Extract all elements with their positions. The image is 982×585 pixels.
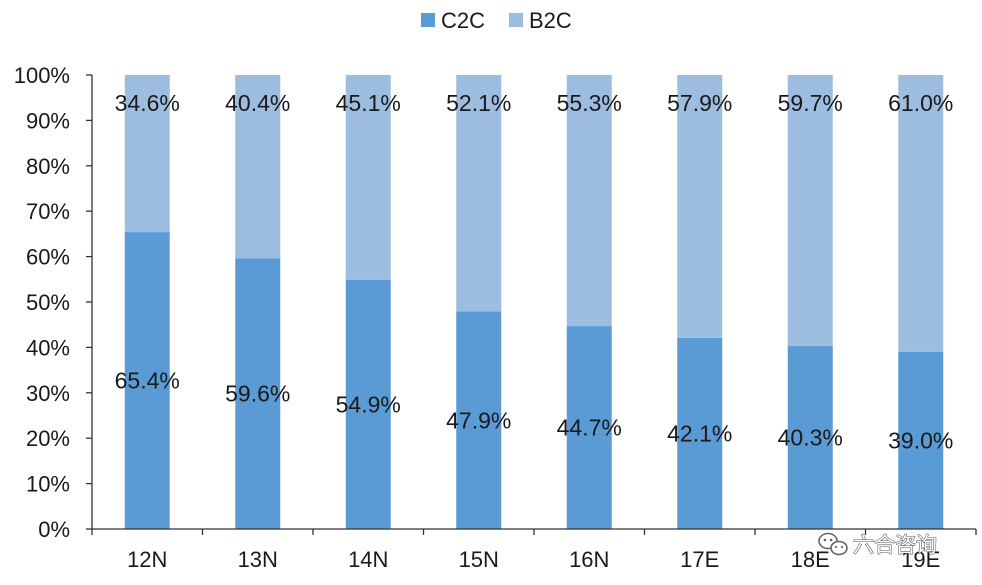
bar-b2c (787, 75, 833, 347)
data-label-c2c: 54.9% (336, 391, 401, 417)
data-label-c2c: 65.4% (115, 368, 180, 394)
bar-b2c (898, 75, 944, 352)
legend-label-b2c: B2C (529, 8, 572, 33)
bar-c2c (456, 311, 502, 529)
legend-swatch-c2c (421, 13, 435, 27)
y-tick-label: 10% (26, 472, 70, 497)
y-tick-label: 40% (26, 335, 70, 360)
data-label-c2c: 47.9% (446, 407, 511, 433)
x-tick-label: 17E (680, 547, 719, 572)
legend-label-c2c: C2C (441, 8, 485, 33)
data-label-b2c: 40.4% (225, 90, 290, 116)
y-axis: 0% 10% 20% 30% 40% 50% 60% 70% 80% 90% 100% (14, 63, 93, 542)
x-tick-label: 12N (127, 547, 167, 572)
data-label-b2c: 45.1% (336, 90, 401, 116)
data-labels: 65.4% 34.6% 59.6% 40.4% 54.9% 45.1% 47.9% 52.1%… (115, 90, 954, 453)
x-tick-label: 19E (901, 547, 940, 572)
data-label-b2c: 55.3% (557, 90, 622, 116)
y-tick-label: 100% (14, 63, 70, 88)
x-tick-label: 14N (348, 547, 388, 572)
y-tick-label: 50% (26, 290, 70, 315)
legend: C2C B2C (421, 8, 572, 33)
x-tick-label: 15N (459, 547, 499, 572)
bar-b2c (456, 75, 502, 312)
y-tick-label: 80% (26, 154, 70, 179)
bar-c2c (345, 279, 391, 529)
x-tick-label: 18E (791, 547, 830, 572)
bar-c2c (124, 232, 170, 530)
bar-c2c (898, 351, 944, 529)
bar-c2c (677, 337, 723, 529)
data-label-c2c: 40.3% (778, 425, 843, 451)
wechat-icon (818, 532, 848, 556)
x-tick-label: 13N (238, 547, 278, 572)
y-tick-label: 90% (26, 108, 70, 133)
bar-b2c (235, 75, 281, 259)
watermark: 六合咨询 (818, 532, 938, 558)
x-tick-label: 16N (569, 547, 609, 572)
bar-c2c (566, 326, 612, 529)
x-axis: 12N 13N 14N 15N 16N 17E 18E 19E (91, 528, 977, 572)
data-label-c2c: 44.7% (557, 415, 622, 441)
bar-b2c (566, 75, 612, 327)
bar-b2c (345, 75, 391, 280)
data-label-b2c: 59.7% (778, 90, 843, 116)
data-label-b2c: 34.6% (115, 90, 180, 116)
y-tick-label: 60% (26, 245, 70, 270)
bar-b2c (124, 75, 170, 233)
data-label-c2c: 42.1% (667, 420, 732, 446)
y-tick-label: 30% (26, 381, 70, 406)
y-tick-label: 20% (26, 426, 70, 451)
legend-swatch-b2c (509, 13, 523, 27)
bar-b2c (677, 75, 723, 338)
data-label-b2c: 52.1% (446, 90, 511, 116)
watermark-text: 六合咨询 (853, 533, 937, 557)
bars (124, 75, 944, 530)
y-tick-label: 70% (26, 199, 70, 224)
data-label-c2c: 39.0% (888, 427, 953, 453)
bar-c2c (787, 346, 833, 529)
data-label-b2c: 57.9% (667, 90, 732, 116)
data-label-c2c: 59.6% (225, 381, 290, 407)
bar-c2c (235, 258, 281, 529)
data-label-b2c: 61.0% (888, 90, 953, 116)
y-tick-label: 0% (38, 517, 70, 542)
